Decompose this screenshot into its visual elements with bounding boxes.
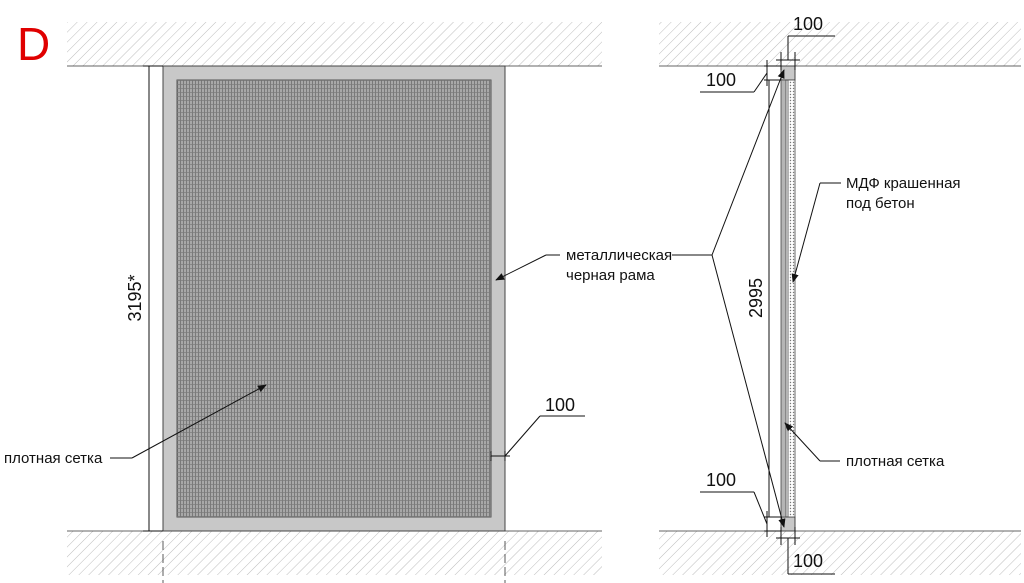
side-top-inner-dim: 100 <box>706 70 736 90</box>
side-view: 100 100 2995 100 100 МДФ крашенная <box>659 14 1021 575</box>
mdf-label-line2: под бетон <box>846 195 915 212</box>
frame-leader-bottom <box>711 254 786 528</box>
mesh-leader <box>131 384 267 459</box>
mdf-leader <box>791 182 821 283</box>
side-height-dim: 2995 <box>746 278 766 318</box>
frame-leader <box>495 254 547 281</box>
mesh-label: плотная сетка <box>4 450 103 467</box>
view-marker: D <box>17 18 50 70</box>
side-bottom-outer-dim: 100 <box>793 551 823 571</box>
ceiling-slab-right <box>659 22 1021 66</box>
side-mesh-label: плотная сетка <box>846 453 945 470</box>
section-mesh <box>780 79 787 518</box>
front-view: 3195* металлическая черная рама 100 плот… <box>4 22 672 583</box>
floor-slab-right <box>659 531 1021 575</box>
height-dimension-label: 3195* <box>125 274 145 321</box>
frame-label-line1: металлическая <box>566 247 672 264</box>
side-bottom-inner-dim: 100 <box>706 470 736 490</box>
side-top-outer-dim: 100 <box>793 14 823 34</box>
floor-slab-left <box>67 531 602 575</box>
ceiling-slab-left <box>67 22 602 66</box>
frame-leader-top <box>711 69 785 256</box>
frame-label-line2: черная рама <box>566 267 655 284</box>
mdf-label-line1: МДФ крашенная <box>846 175 961 192</box>
frame-width-label: 100 <box>545 395 575 415</box>
frame-width-leader <box>504 415 541 457</box>
side-mesh-leader <box>784 422 821 462</box>
section-mdf <box>787 79 796 518</box>
